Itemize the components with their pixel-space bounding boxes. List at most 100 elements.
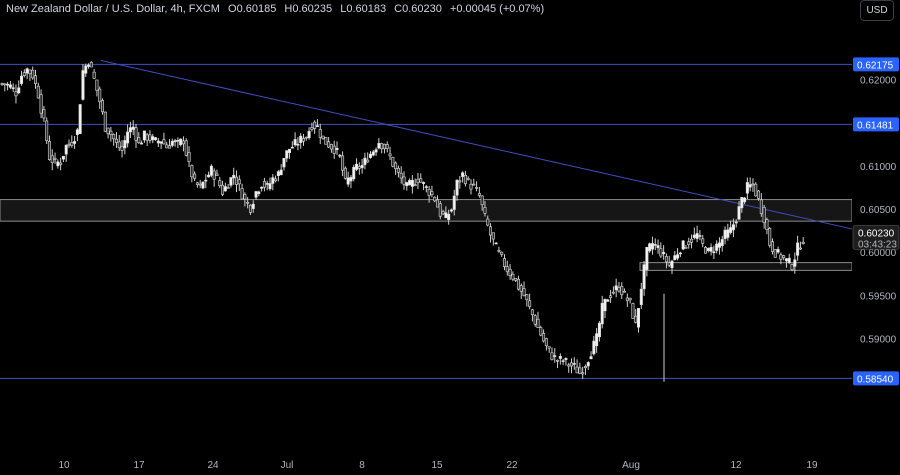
candle-body <box>296 143 300 146</box>
candle-body <box>112 134 116 140</box>
candle-body <box>600 302 604 325</box>
candle-body <box>589 356 593 360</box>
candle-body <box>544 338 548 347</box>
candle-body <box>561 360 565 362</box>
candle-body <box>47 141 51 161</box>
time-tick-label: 8 <box>359 460 365 471</box>
time-tick-label: 19 <box>806 460 818 471</box>
candle-body <box>243 194 247 200</box>
candle-body <box>491 232 495 240</box>
candle-body <box>271 177 275 184</box>
candle-body <box>0 83 4 85</box>
candle-body <box>254 191 258 198</box>
candle-body <box>779 254 783 260</box>
candle-body <box>405 182 409 187</box>
candle-body <box>360 164 364 169</box>
candle-body <box>363 157 367 165</box>
candle-body <box>106 127 110 135</box>
candle-body <box>357 166 361 169</box>
candle-body <box>678 252 682 255</box>
candle-body <box>536 318 540 328</box>
price-tick-label: 0.61000 <box>860 162 897 173</box>
candle-body <box>723 229 727 239</box>
time-tick-label: 10 <box>58 460 70 471</box>
candle-body <box>382 143 386 149</box>
candle-body <box>553 355 557 357</box>
candle-body <box>310 127 314 130</box>
candle-body <box>50 155 54 163</box>
level-price-badge <box>853 57 899 72</box>
candle-body <box>25 68 29 74</box>
candle-body <box>533 315 537 325</box>
candle-body <box>265 183 269 185</box>
candle-body <box>617 287 621 292</box>
candle-body <box>28 69 32 75</box>
candle-body <box>564 358 568 360</box>
candle-body <box>92 71 96 79</box>
candle-body <box>416 178 420 184</box>
candle-body <box>120 145 124 151</box>
candle-body <box>410 179 414 187</box>
candle-body <box>45 120 49 141</box>
candle-body <box>131 126 135 130</box>
candle-body <box>639 288 643 305</box>
candle-body <box>712 251 716 254</box>
candle-body <box>449 209 453 212</box>
candle-body <box>324 137 328 145</box>
candle-body <box>583 366 587 369</box>
candle-body <box>497 250 501 252</box>
candle-body <box>368 153 372 158</box>
candle-body <box>717 242 721 248</box>
candle-body <box>114 138 118 143</box>
candle-body <box>489 226 493 236</box>
candle-body <box>413 184 417 186</box>
candle-body <box>313 121 317 129</box>
candle-body <box>422 182 426 184</box>
candle-body <box>262 181 266 188</box>
candle-body <box>787 257 791 263</box>
candle-body <box>556 359 560 362</box>
candle-body <box>438 203 442 217</box>
candle-body <box>480 195 484 206</box>
level-price-label: 0.58540 <box>857 374 894 385</box>
candle-body <box>698 235 702 237</box>
candle-body <box>229 177 233 186</box>
candle-body <box>176 139 180 142</box>
candle-body <box>597 322 601 338</box>
candle-body <box>137 137 141 143</box>
candle-body <box>11 87 15 89</box>
candle-body <box>207 174 211 178</box>
candle-body <box>519 285 523 292</box>
candle-body <box>181 140 185 145</box>
candle-body <box>318 129 322 138</box>
candle-body <box>701 238 705 244</box>
candle-body <box>461 172 465 177</box>
candle-body <box>539 327 543 336</box>
candle-body <box>162 139 166 145</box>
candle-body <box>134 127 138 141</box>
candle-body <box>441 211 445 215</box>
candle-body <box>346 177 350 185</box>
candle-body <box>703 247 707 254</box>
candle-body <box>14 91 18 97</box>
candle-body <box>472 183 476 186</box>
candle-body <box>151 136 155 141</box>
candle-body <box>656 245 660 249</box>
symbol-header: New Zealand Dollar / U.S. Dollar, 4h, FX… <box>6 3 549 15</box>
candle-body <box>257 191 261 194</box>
candle-body <box>776 249 780 253</box>
candle-body <box>748 184 752 188</box>
currency-button[interactable]: USD <box>860 0 894 21</box>
candle-body <box>542 333 546 342</box>
ohlc-change: +0.00045 (+0.07%) <box>449 3 545 15</box>
candle-body <box>75 129 79 135</box>
candle-body <box>338 154 342 157</box>
candle-body <box>304 136 308 139</box>
candle-body <box>154 137 158 140</box>
candle-body <box>798 247 802 250</box>
candle-body <box>156 140 160 144</box>
candle-body <box>569 362 573 367</box>
candle-body <box>84 65 88 74</box>
candle-body <box>684 247 688 249</box>
